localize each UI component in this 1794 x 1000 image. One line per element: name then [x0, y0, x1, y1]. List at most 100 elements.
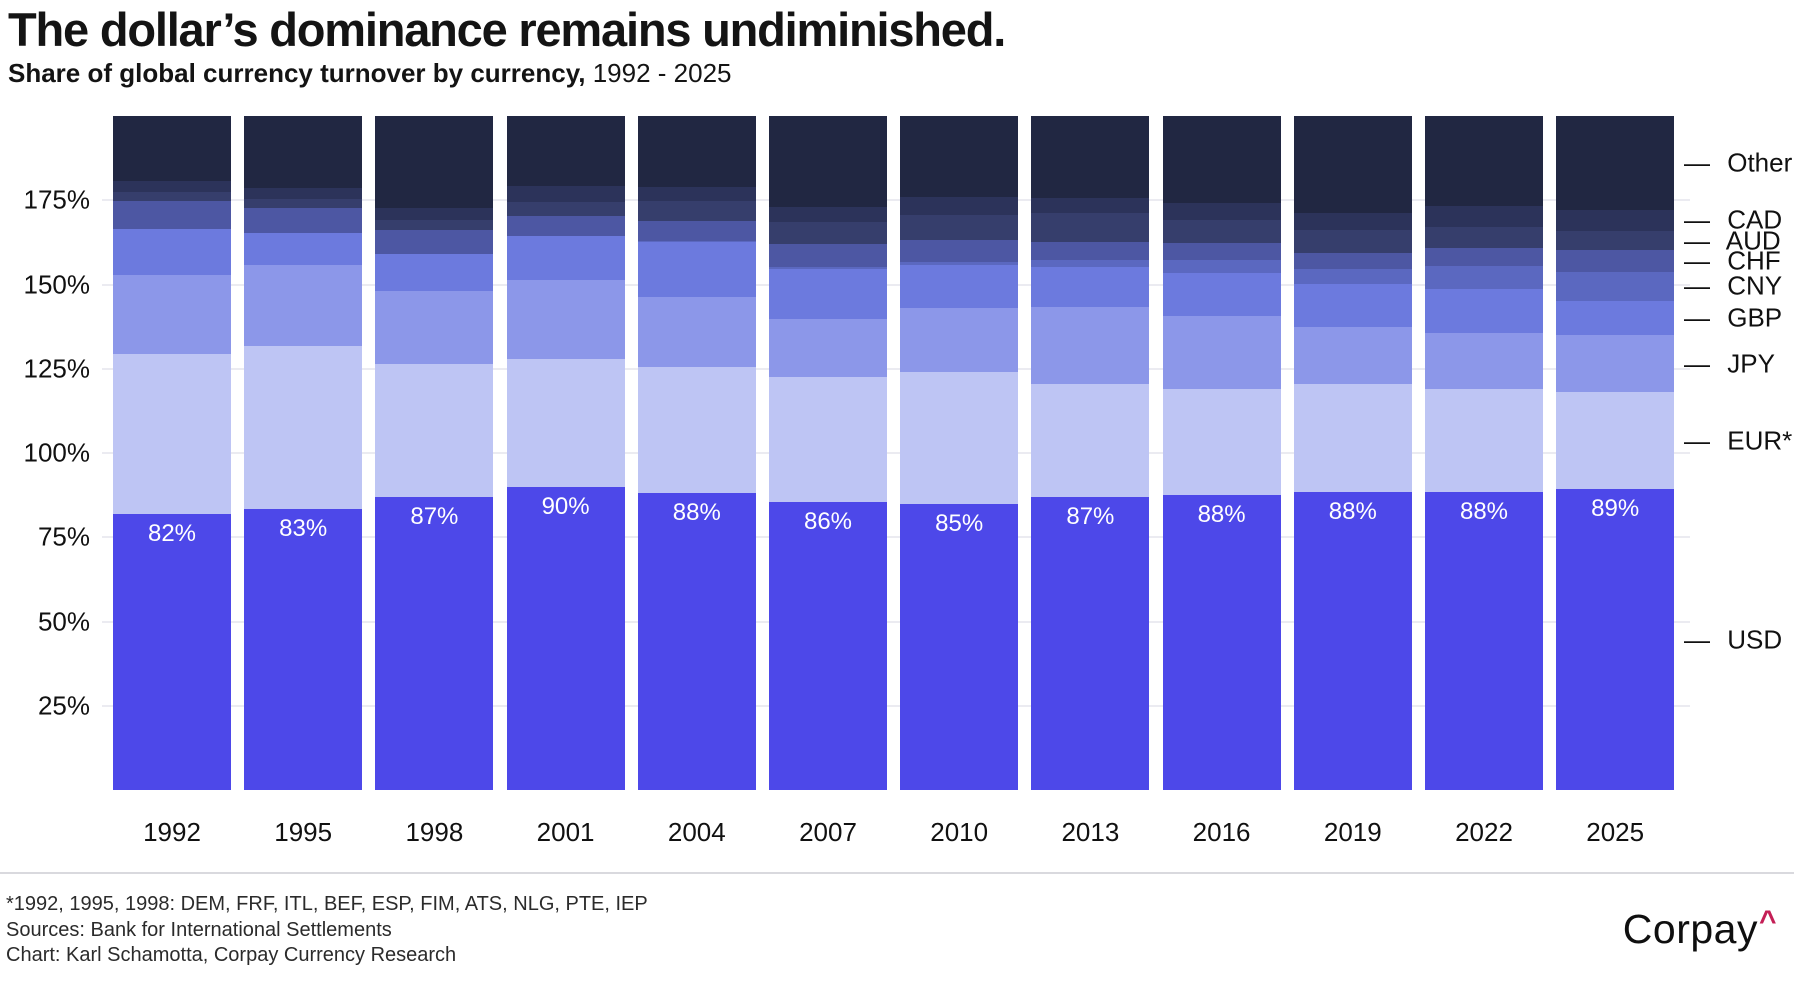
segment-Other-2025[interactable] [1556, 116, 1675, 211]
segment-USD-2019[interactable] [1293, 492, 1412, 790]
segment-Other-2004[interactable] [637, 116, 756, 187]
segment-USD-1995[interactable] [244, 509, 363, 790]
segment-EUR-2001[interactable] [506, 359, 625, 488]
segment-Other-2001[interactable] [506, 116, 625, 187]
segment-EUR-2016[interactable] [1162, 388, 1281, 495]
segment-Other-1995[interactable] [244, 116, 363, 188]
segment-CAD-2010[interactable] [900, 196, 1019, 215]
segment-USD-2007[interactable] [769, 501, 887, 790]
segment-AUD-2013[interactable] [1031, 213, 1150, 243]
segment-CAD-2013[interactable] [1031, 197, 1150, 214]
segment-CAD-2019[interactable] [1293, 213, 1412, 230]
segment-CNY-2013[interactable] [1031, 259, 1150, 267]
segment-AUD-1992[interactable] [113, 192, 231, 201]
segment-CHF-2004[interactable] [637, 221, 756, 242]
segment-AUD-2010[interactable] [900, 214, 1019, 241]
segment-EUR-2010[interactable] [900, 372, 1019, 504]
segment-EUR-2022[interactable] [1425, 388, 1543, 492]
segment-JPY-1998[interactable] [375, 291, 494, 365]
segment-CAD-2025[interactable] [1556, 210, 1675, 231]
segment-USD-2013[interactable] [1031, 496, 1150, 790]
segment-JPY-2016[interactable] [1162, 316, 1281, 389]
segment-CAD-1995[interactable] [244, 187, 363, 200]
segment-AUD-2001[interactable] [506, 201, 625, 217]
segment-JPY-2025[interactable] [1556, 335, 1675, 393]
segment-CHF-1998[interactable] [375, 230, 494, 255]
segment-GBP-2004[interactable] [637, 241, 756, 298]
segment-USD-2025[interactable] [1556, 489, 1675, 790]
segment-CHF-2019[interactable] [1293, 252, 1412, 270]
segment-JPY-2004[interactable] [637, 297, 756, 368]
segment-EUR-2007[interactable] [769, 376, 887, 502]
segment-JPY-2007[interactable] [769, 318, 887, 377]
segment-CNY-2007[interactable] [769, 267, 887, 269]
segment-Other-2010[interactable] [900, 116, 1019, 197]
segment-JPY-2001[interactable] [506, 280, 625, 360]
segment-AUD-2019[interactable] [1293, 229, 1412, 253]
segment-Other-2013[interactable] [1031, 116, 1150, 198]
segment-EUR-2004[interactable] [637, 367, 756, 494]
segment-CHF-2007[interactable] [769, 244, 887, 267]
segment-GBP-2022[interactable] [1425, 289, 1543, 333]
segment-AUD-1998[interactable] [375, 220, 494, 231]
segment-EUR-1995[interactable] [244, 345, 363, 510]
segment-CNY-2022[interactable] [1425, 265, 1543, 290]
segment-CNY-2019[interactable] [1293, 269, 1412, 284]
segment-CAD-1998[interactable] [375, 208, 494, 221]
segment-CHF-1992[interactable] [113, 200, 231, 229]
segment-Other-2022[interactable] [1425, 116, 1543, 206]
segment-EUR-1992[interactable] [113, 353, 231, 514]
segment-CNY-2025[interactable] [1556, 272, 1675, 301]
segment-GBP-2016[interactable] [1162, 273, 1281, 317]
segment-GBP-1992[interactable] [113, 228, 231, 275]
segment-CHF-2001[interactable] [506, 216, 625, 237]
segment-CHF-2025[interactable] [1556, 250, 1675, 273]
segment-CHF-2022[interactable] [1425, 248, 1543, 266]
segment-GBP-2025[interactable] [1556, 300, 1675, 336]
segment-JPY-2022[interactable] [1425, 332, 1543, 389]
segment-GBP-2013[interactable] [1031, 266, 1150, 307]
segment-EUR-2025[interactable] [1556, 392, 1675, 490]
segment-CHF-1995[interactable] [244, 208, 363, 233]
segment-AUD-2007[interactable] [769, 221, 887, 245]
segment-USD-2010[interactable] [900, 503, 1019, 790]
segment-JPY-2010[interactable] [900, 308, 1019, 373]
segment-JPY-2013[interactable] [1031, 306, 1150, 385]
segment-GBP-2019[interactable] [1293, 283, 1412, 327]
segment-JPY-1992[interactable] [113, 274, 231, 354]
segment-GBP-2001[interactable] [506, 236, 625, 281]
segment-CAD-2016[interactable] [1162, 202, 1281, 221]
segment-JPY-1995[interactable] [244, 264, 363, 346]
segment-AUD-2022[interactable] [1425, 226, 1543, 249]
segment-JPY-2019[interactable] [1293, 326, 1412, 384]
segment-CHF-2013[interactable] [1031, 242, 1150, 260]
segment-USD-2022[interactable] [1425, 491, 1543, 790]
segment-USD-1992[interactable] [113, 513, 231, 790]
segment-Other-2019[interactable] [1293, 116, 1412, 214]
segment-EUR-1998[interactable] [375, 364, 494, 498]
segment-CAD-2007[interactable] [769, 207, 887, 222]
segment-GBP-2007[interactable] [769, 268, 887, 319]
segment-CHF-2016[interactable] [1162, 243, 1281, 260]
segment-GBP-1998[interactable] [375, 254, 494, 292]
segment-Other-2007[interactable] [769, 116, 887, 208]
segment-EUR-2013[interactable] [1031, 384, 1150, 497]
segment-USD-2004[interactable] [637, 493, 756, 790]
segment-AUD-2025[interactable] [1556, 230, 1675, 251]
segment-CAD-1992[interactable] [113, 181, 231, 193]
segment-AUD-2016[interactable] [1162, 220, 1281, 244]
segment-Other-1998[interactable] [375, 116, 494, 209]
segment-CAD-2001[interactable] [506, 186, 625, 202]
segment-USD-2016[interactable] [1162, 494, 1281, 790]
segment-GBP-2010[interactable] [900, 264, 1019, 309]
segment-CAD-2022[interactable] [1425, 205, 1543, 227]
segment-USD-2001[interactable] [506, 487, 625, 790]
segment-CHF-2010[interactable] [900, 240, 1019, 262]
segment-EUR-2019[interactable] [1293, 383, 1412, 493]
segment-GBP-1995[interactable] [244, 232, 363, 265]
segment-USD-1998[interactable] [375, 497, 494, 790]
segment-AUD-2004[interactable] [637, 200, 756, 222]
segment-Other-2016[interactable] [1162, 116, 1281, 203]
segment-CNY-2016[interactable] [1162, 259, 1281, 274]
segment-AUD-1995[interactable] [244, 199, 363, 209]
